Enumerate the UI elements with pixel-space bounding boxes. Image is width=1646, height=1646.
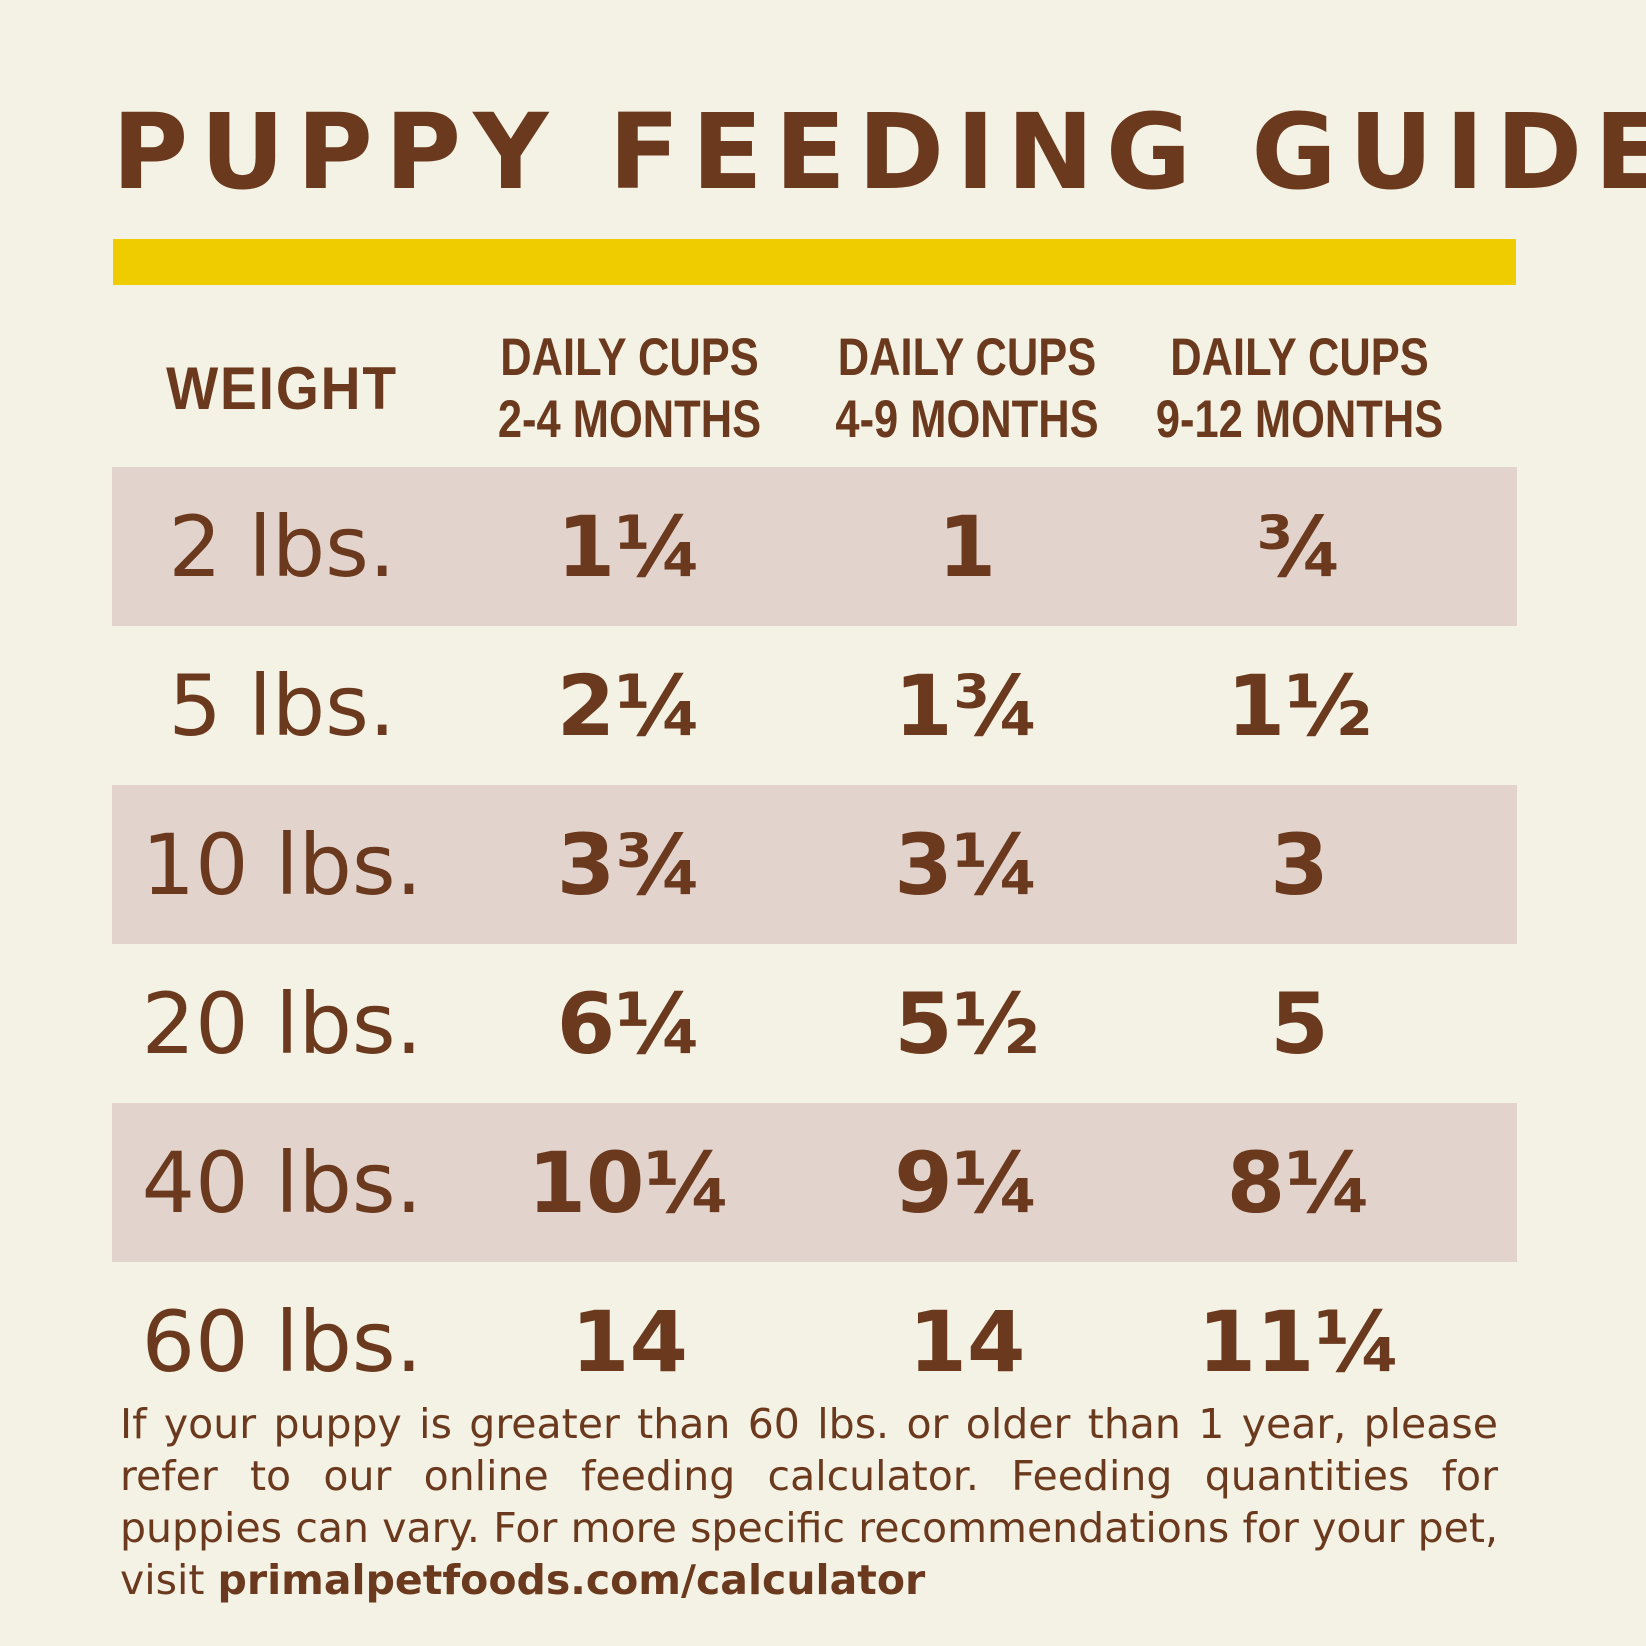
header-4-9-line2: 4-9 MONTHS bbox=[835, 389, 1099, 449]
header-2-4-line2: 2-4 MONTHS bbox=[497, 389, 762, 449]
header-9-12-line2: 9-12 MONTHS bbox=[1155, 389, 1444, 449]
cups-4-9-cell: 1¾ bbox=[894, 656, 1040, 755]
cups-2-4-cell: 14 bbox=[571, 1292, 688, 1391]
table-row: 20 lbs. 6¼ 5½ 5 bbox=[112, 944, 1517, 1103]
page-title: PUPPY FEEDING GUIDE bbox=[112, 91, 1646, 213]
footnote: If your puppy is greater than 60 lbs. or… bbox=[120, 1398, 1498, 1606]
weight-cell: 2 lbs. bbox=[168, 497, 396, 596]
cups-9-12-cell: 8¼ bbox=[1226, 1133, 1373, 1232]
cups-4-9-cell: 1 bbox=[937, 497, 997, 596]
cups-9-12-cell: 3 bbox=[1270, 815, 1329, 914]
cups-4-9-cell: 3¼ bbox=[894, 815, 1040, 914]
cups-2-4-cell: 1¼ bbox=[556, 497, 703, 596]
calculator-link[interactable]: primalpetfoods.com/calculator bbox=[217, 1556, 926, 1604]
cups-2-4-cell: 6¼ bbox=[556, 974, 703, 1073]
cups-9-12-cell: 11¼ bbox=[1197, 1292, 1402, 1391]
cups-2-4-cell: 3¾ bbox=[556, 815, 703, 914]
cups-4-9-cell: 9¼ bbox=[894, 1133, 1040, 1232]
weight-cell: 5 lbs. bbox=[168, 656, 396, 755]
header-9-12-months-text: DAILY CUPS 9-12 MONTHS bbox=[1156, 327, 1443, 451]
cups-2-4-cell: 10¼ bbox=[527, 1133, 732, 1232]
cups-9-12-cell: 1½ bbox=[1226, 656, 1373, 755]
weight-cell: 20 lbs. bbox=[141, 974, 423, 1073]
header-weight: WEIGHT bbox=[166, 354, 398, 422]
weight-cell: 10 lbs. bbox=[141, 815, 423, 914]
title-underline-bar bbox=[113, 239, 1516, 285]
weight-cell: 40 lbs. bbox=[141, 1133, 423, 1232]
cups-9-12-cell: 5 bbox=[1270, 974, 1329, 1073]
table-row: 10 lbs. 3¾ 3¼ 3 bbox=[112, 785, 1517, 944]
cups-4-9-cell: 5½ bbox=[894, 974, 1040, 1073]
table-row: 60 lbs. 14 14 11¼ bbox=[112, 1262, 1517, 1421]
header-2-4-months-text: DAILY CUPS 2-4 MONTHS bbox=[498, 327, 761, 451]
header-2-4-months: DAILY CUPS 2-4 MONTHS bbox=[484, 310, 775, 467]
weight-cell: 60 lbs. bbox=[141, 1292, 423, 1391]
footnote-text: If your puppy is greater than 60 lbs. or… bbox=[120, 1400, 1498, 1604]
header-4-9-line1: DAILY CUPS bbox=[837, 327, 1097, 387]
cups-9-12-cell: ¾ bbox=[1256, 497, 1343, 596]
table-row: 2 lbs. 1¼ 1 ¾ bbox=[112, 467, 1517, 626]
header-9-12-months: DAILY CUPS 9-12 MONTHS bbox=[1156, 310, 1443, 467]
header-2-4-line1: DAILY CUPS bbox=[500, 327, 759, 387]
cups-2-4-cell: 2¼ bbox=[556, 656, 703, 755]
table-row: 40 lbs. 10¼ 9¼ 8¼ bbox=[112, 1103, 1517, 1262]
table-header-row: WEIGHT DAILY CUPS 2-4 MONTHS DAILY CUPS … bbox=[112, 310, 1517, 467]
cups-4-9-cell: 14 bbox=[908, 1292, 1026, 1391]
header-4-9-months-text: DAILY CUPS 4-9 MONTHS bbox=[835, 327, 1098, 451]
feeding-table: WEIGHT DAILY CUPS 2-4 MONTHS DAILY CUPS … bbox=[112, 310, 1517, 1421]
header-9-12-line1: DAILY CUPS bbox=[1170, 327, 1429, 387]
header-4-9-months: DAILY CUPS 4-9 MONTHS bbox=[835, 310, 1098, 467]
table-row: 5 lbs. 2¼ 1¾ 1½ bbox=[112, 626, 1517, 785]
